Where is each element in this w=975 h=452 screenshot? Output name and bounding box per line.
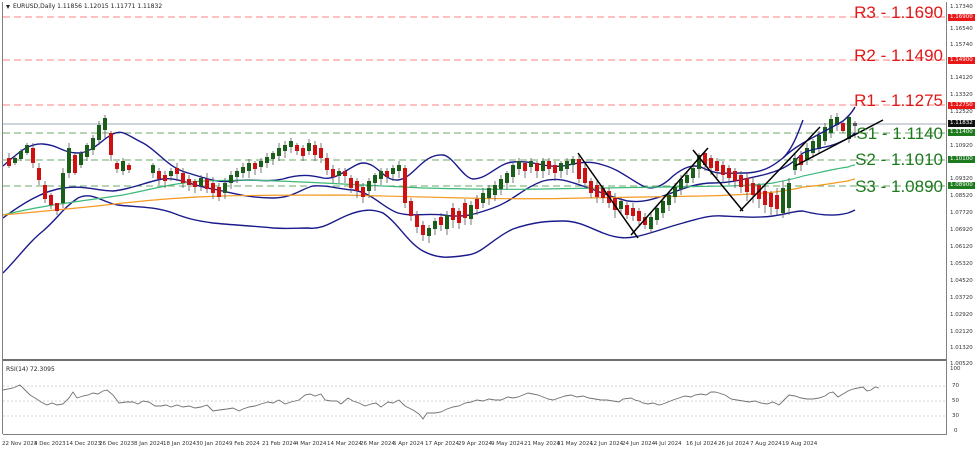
date-tick-label: 12 Jun 2024 bbox=[590, 441, 624, 447]
date-tick-label: 14 Mar 2024 bbox=[327, 441, 362, 447]
ma-orange-tail bbox=[802, 178, 856, 188]
price-tick: 1.04520 bbox=[950, 278, 973, 284]
bollinger-upper bbox=[3, 119, 804, 189]
date-tick-label: 26 Dec 2023 bbox=[99, 441, 135, 447]
r2-price-tag: 1.14900 bbox=[948, 57, 975, 64]
price-axis-line bbox=[946, 2, 947, 435]
r2-label: R2 - 1.1490 bbox=[854, 46, 943, 65]
price-tick: 1.09320 bbox=[950, 176, 973, 182]
price-tick: 1.06120 bbox=[950, 244, 973, 250]
price-tick: 1.02920 bbox=[950, 312, 973, 318]
r1-price-tag: 1.12750 bbox=[948, 102, 975, 109]
date-tick-label: 5 Apr 2024 bbox=[393, 441, 424, 447]
price-tick: 1.03720 bbox=[950, 295, 973, 301]
rsi-line bbox=[3, 384, 880, 420]
price-tick: 1.17340 bbox=[950, 4, 973, 10]
date-tick-label: 17 Apr 2024 bbox=[425, 441, 460, 447]
date-tick-label: 30 Jan 2024 bbox=[196, 441, 229, 447]
rsi-tick: 0 bbox=[954, 428, 958, 434]
price-tick: 1.15740 bbox=[950, 42, 973, 48]
date-tick-label: 8 Jan 2024 bbox=[134, 441, 164, 447]
date-tick-label: 31 May 2024 bbox=[557, 441, 593, 447]
date-tick-label: 21 Feb 2024 bbox=[262, 441, 297, 447]
rsi-tick: 30 bbox=[952, 413, 959, 419]
price-tick: 1.02120 bbox=[950, 329, 973, 335]
price-tick: 1.06920 bbox=[950, 227, 973, 233]
price-tick: 1.16540 bbox=[950, 26, 973, 32]
date-tick-label: 9 Feb 2024 bbox=[229, 441, 260, 447]
date-tick-label: 21 May 2024 bbox=[524, 441, 560, 447]
ma-orange bbox=[3, 186, 804, 216]
rsi-tick: 70 bbox=[952, 383, 959, 389]
ma-green bbox=[3, 175, 804, 216]
candlesticks bbox=[7, 113, 857, 243]
price-tick: 1.13320 bbox=[950, 92, 973, 98]
price-tick: 1.01320 bbox=[950, 345, 973, 351]
date-tick-label: 26 Mar 2024 bbox=[360, 441, 395, 447]
s3-price-tag: 1.08900 bbox=[948, 182, 975, 189]
date-tick-label: 24 Jun 2024 bbox=[622, 441, 656, 447]
date-tick-label: 14 Dec 2023 bbox=[66, 441, 102, 447]
date-tick-label: 18 Jan 2024 bbox=[163, 441, 196, 447]
s2-price-tag: 1.10100 bbox=[948, 156, 975, 163]
price-tick: 1.05320 bbox=[950, 261, 973, 267]
chart-title: EURUSD,Daily 1.11856 1.12015 1.11771 1.1… bbox=[6, 3, 162, 10]
rsi-title: RSI(14) 72.3095 bbox=[6, 366, 55, 373]
s2-label: S2 - 1.1010 bbox=[855, 150, 943, 169]
price-chart-pane[interactable] bbox=[3, 3, 946, 361]
date-tick-label: 19 Aug 2024 bbox=[782, 441, 818, 447]
rsi-tick: 50 bbox=[952, 398, 959, 404]
current-price-tag: 1.11832 bbox=[948, 120, 975, 127]
r3-price-tag: 1.16900 bbox=[948, 14, 975, 21]
date-tick-label: 29 Apr 2024 bbox=[458, 441, 493, 447]
price-tick: 1.00520 bbox=[950, 361, 973, 367]
s1-price-tag: 1.11400 bbox=[948, 129, 975, 136]
chart-window bbox=[2, 2, 947, 434]
price-tick: 1.12520 bbox=[950, 109, 973, 115]
bollinger-lower bbox=[3, 195, 804, 274]
rsi-tick: 100 bbox=[950, 366, 961, 372]
price-chart-svg bbox=[3, 16, 946, 274]
date-tick-label: 26 Jul 2024 bbox=[718, 441, 750, 447]
price-tick: 1.10920 bbox=[950, 143, 973, 149]
s1-label: S1 - 1.1140 bbox=[856, 124, 943, 143]
price-tick: 1.07720 bbox=[950, 210, 973, 216]
trendline-up-1 bbox=[630, 147, 709, 236]
r1-label: R1 - 1.1275 bbox=[854, 91, 943, 110]
trendline-up-3 bbox=[794, 119, 884, 167]
date-tick-label: 4 Jul 2024 bbox=[654, 441, 682, 447]
date-tick-label: 4 Dec 2023 bbox=[34, 441, 66, 447]
price-tick: 1.08520 bbox=[950, 193, 973, 199]
bollinger-lower-tail bbox=[802, 209, 856, 216]
dropdown-triangle-icon[interactable] bbox=[6, 4, 10, 9]
date-tick-label: 7 Aug 2024 bbox=[750, 441, 782, 447]
date-tick-label: 9 May 2024 bbox=[491, 441, 524, 447]
ma-green-tail bbox=[802, 164, 856, 177]
rsi-pane[interactable] bbox=[3, 362, 946, 434]
date-tick-label: 16 Jul 2024 bbox=[686, 441, 718, 447]
trendline-up-2 bbox=[739, 126, 821, 212]
date-tick-label: 4 Mar 2024 bbox=[295, 441, 327, 447]
trendline-down-2 bbox=[692, 149, 744, 212]
date-axis-line bbox=[3, 434, 946, 435]
s3-label: S3 - 1.0890 bbox=[855, 177, 943, 196]
price-tick: 1.14120 bbox=[950, 75, 973, 81]
trendline-down-1 bbox=[577, 152, 639, 239]
bollinger-upper-tail bbox=[782, 106, 856, 159]
rsi-svg bbox=[3, 384, 946, 420]
r3-label: R3 - 1.1690 bbox=[854, 3, 943, 22]
date-tick-label: 22 Nov 2023 bbox=[2, 441, 38, 447]
